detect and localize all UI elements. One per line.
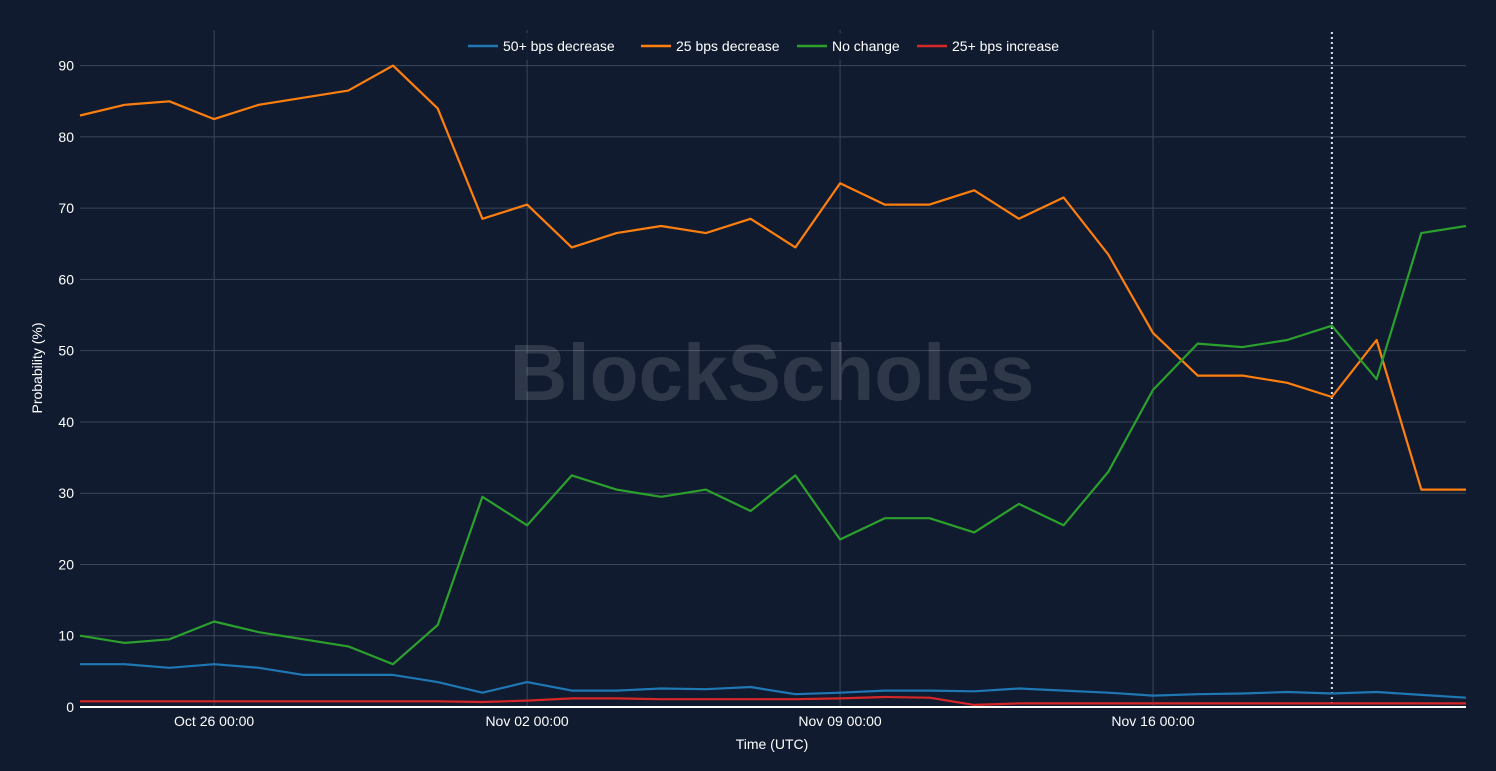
y-tick-label: 60 <box>58 271 74 287</box>
watermark: BlockScholes <box>510 328 1035 417</box>
x-tick-label: Nov 16 00:00 <box>1111 713 1194 729</box>
series-line-1 <box>79 64 1466 491</box>
legend-label: No change <box>832 38 900 54</box>
y-tick-label: 10 <box>58 628 74 644</box>
legend-item-3[interactable]: 25+ bps increase <box>917 38 1059 54</box>
legend-label: 25+ bps increase <box>952 38 1059 54</box>
legend-item-2[interactable]: No change <box>797 38 900 54</box>
y-tick-label: 0 <box>66 699 74 715</box>
x-tick-label: Nov 09 00:00 <box>798 713 881 729</box>
series-line-2 <box>79 224 1467 666</box>
series-line-3 <box>80 695 1466 707</box>
axes: 0 10 20 30 40 50 60 70 80 90 Oct 26 00:00 Nov 02 00… <box>58 58 1466 729</box>
x-axis-label: Time (UTC) <box>736 736 809 752</box>
legend-background <box>462 33 1082 60</box>
x-tick-label: Oct 26 00:00 <box>174 713 254 729</box>
y-tick-label: 90 <box>58 58 74 74</box>
y-tick-label: 80 <box>58 129 74 145</box>
legend-label: 50+ bps decrease <box>503 38 615 54</box>
y-tick-label: 50 <box>58 343 74 359</box>
series-line-0 <box>80 663 1467 699</box>
legend-label: 25 bps decrease <box>676 38 780 54</box>
y-tick-label: 20 <box>58 556 74 572</box>
series-lines <box>79 64 1467 707</box>
x-tick-label: Nov 02 00:00 <box>485 713 568 729</box>
legend-item-0[interactable]: 50+ bps decrease <box>468 38 615 54</box>
legend-item-1[interactable]: 25 bps decrease <box>641 38 780 54</box>
y-tick-label: 70 <box>58 200 74 216</box>
y-tick-label: 40 <box>58 414 74 430</box>
y-tick-label: 30 <box>58 485 74 501</box>
legend[interactable]: 50+ bps decrease 25 bps decrease No change… <box>462 33 1082 60</box>
y-axis-label: Probability (%) <box>29 322 45 413</box>
